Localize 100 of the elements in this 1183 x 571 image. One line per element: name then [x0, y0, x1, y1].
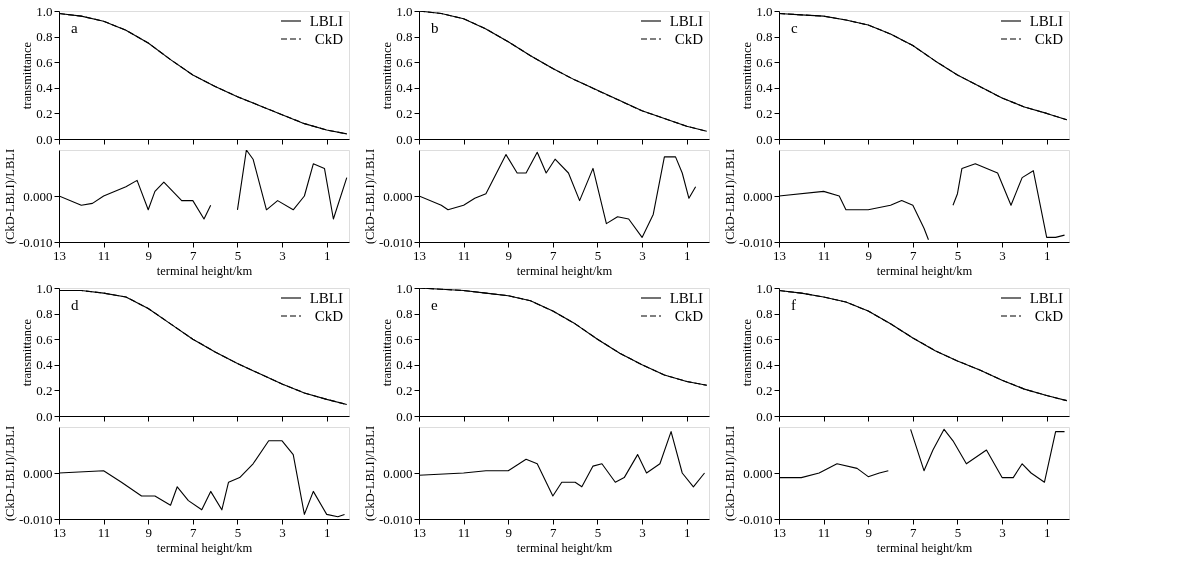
x-tick-label: 9	[145, 247, 152, 263]
x-tick-label: 5	[234, 247, 242, 263]
x-axis-title: terminal height/km	[516, 540, 613, 555]
x-axis-title: terminal height/km	[156, 263, 253, 278]
x-tick-label: 1	[1043, 247, 1051, 263]
x-tick-label: 1	[683, 247, 691, 263]
x-tick-label: 1	[1043, 524, 1051, 540]
y-tick-label: 0.2	[396, 382, 413, 398]
y-tick-label: 0.6	[36, 331, 53, 347]
y-tick-label: -0.010	[18, 511, 53, 527]
y-tick-label: 0.8	[756, 29, 773, 45]
y-tick-label: 0.000	[23, 188, 53, 204]
annotation: d	[71, 297, 79, 313]
x-tick-label: 3	[639, 524, 646, 540]
x-tick-label: 3	[279, 247, 286, 263]
y-axis-title: (CkD-LBLI)/LBLI	[362, 425, 377, 522]
y-tick-label: 0.6	[756, 54, 773, 70]
y-tick-label: 0.6	[396, 331, 413, 347]
x-tick-label: 11	[457, 247, 471, 263]
x-tick-label: 1	[323, 524, 331, 540]
y-tick-label: 0.000	[383, 188, 413, 204]
y-tick-label: 1.0	[36, 280, 53, 296]
y-axis-title: (CkD-LBLI)/LBLI	[362, 148, 377, 245]
y-tick-label: 0.8	[36, 306, 53, 322]
x-tick-label: 13	[773, 524, 786, 540]
y-tick-label: 0.0	[756, 408, 773, 424]
x-tick-label: 7	[910, 524, 918, 540]
x-tick-label: 13	[413, 524, 426, 540]
legend-label: CkD	[1034, 31, 1064, 47]
y-tick-label: 0.4	[756, 80, 773, 96]
x-tick-label: 13	[773, 247, 786, 263]
y-axis-title: (CkD-LBLI)/LBLI	[722, 148, 737, 245]
y-tick-label: 1.0	[756, 280, 773, 296]
legend-label: CkD	[674, 308, 704, 324]
y-tick-label: 0.8	[756, 306, 773, 322]
annotation: a	[71, 20, 78, 36]
legend-label: LBLI	[309, 290, 343, 306]
x-axis-title: terminal height/km	[516, 263, 613, 278]
y-tick-label: 0.8	[36, 29, 53, 45]
x-tick-label: 11	[97, 524, 111, 540]
y-axis-title: (CkD-LBLI)/LBLI	[2, 425, 17, 522]
annotation: b	[431, 20, 439, 36]
legend-label: LBLI	[1029, 13, 1063, 29]
y-tick-label: -0.010	[18, 234, 53, 250]
y-tick-label: 0.6	[396, 54, 413, 70]
y-tick-label: -0.010	[378, 511, 413, 527]
y-tick-label: 0.2	[756, 382, 773, 398]
y-tick-label: 0.0	[36, 408, 53, 424]
y-tick-label: 0.4	[36, 80, 53, 96]
legend-label: LBLI	[669, 290, 703, 306]
x-tick-label: 5	[234, 524, 242, 540]
y-tick-label: 0.8	[396, 306, 413, 322]
x-tick-label: 11	[457, 524, 471, 540]
x-tick-label: 11	[817, 247, 831, 263]
y-tick-label: 0.0	[396, 408, 413, 424]
x-tick-label: 7	[550, 524, 558, 540]
x-tick-label: 7	[910, 247, 918, 263]
x-tick-label: 13	[53, 524, 66, 540]
y-tick-label: 0.000	[383, 465, 413, 481]
y-axis-title: transmittance	[380, 318, 395, 387]
y-axis-title: transmittance	[20, 318, 35, 387]
y-tick-label: 0.2	[36, 105, 53, 121]
y-axis-title: transmittance	[380, 41, 395, 110]
x-tick-label: 9	[145, 524, 152, 540]
annotation: e	[431, 297, 438, 313]
y-tick-label: 0.6	[36, 54, 53, 70]
x-tick-label: 11	[97, 247, 111, 263]
y-axis-title: transmittance	[20, 41, 35, 110]
legend-label: CkD	[674, 31, 704, 47]
x-tick-label: 7	[190, 247, 198, 263]
y-tick-label: 0.4	[396, 80, 413, 96]
x-tick-label: 5	[954, 524, 962, 540]
y-tick-label: 1.0	[756, 3, 773, 19]
y-tick-label: 1.0	[396, 3, 413, 19]
x-tick-label: 11	[817, 524, 831, 540]
y-tick-label: 0.000	[743, 188, 773, 204]
legend-label: CkD	[314, 31, 344, 47]
y-tick-label: 0.000	[743, 465, 773, 481]
y-tick-label: 0.2	[756, 105, 773, 121]
legend-label: CkD	[314, 308, 344, 324]
x-tick-label: 9	[865, 247, 872, 263]
x-tick-label: 9	[505, 247, 512, 263]
y-axis-title: (CkD-LBLI)/LBLI	[2, 148, 17, 245]
y-tick-label: 0.0	[396, 131, 413, 147]
legend-label: LBLI	[669, 13, 703, 29]
x-tick-label: 13	[413, 247, 426, 263]
x-tick-label: 5	[954, 247, 962, 263]
x-tick-label: 5	[594, 247, 602, 263]
x-axis-title: terminal height/km	[156, 540, 253, 555]
x-tick-label: 5	[594, 524, 602, 540]
y-tick-label: 0.8	[396, 29, 413, 45]
legend-label: LBLI	[1029, 290, 1063, 306]
x-tick-label: 7	[190, 524, 198, 540]
y-tick-label: 0.4	[756, 357, 773, 373]
x-tick-label: 3	[999, 524, 1006, 540]
y-tick-label: -0.010	[378, 234, 413, 250]
y-tick-label: -0.010	[738, 234, 773, 250]
y-tick-label: 0.2	[36, 382, 53, 398]
y-tick-label: 0.4	[36, 357, 53, 373]
legend-label: CkD	[1034, 308, 1064, 324]
